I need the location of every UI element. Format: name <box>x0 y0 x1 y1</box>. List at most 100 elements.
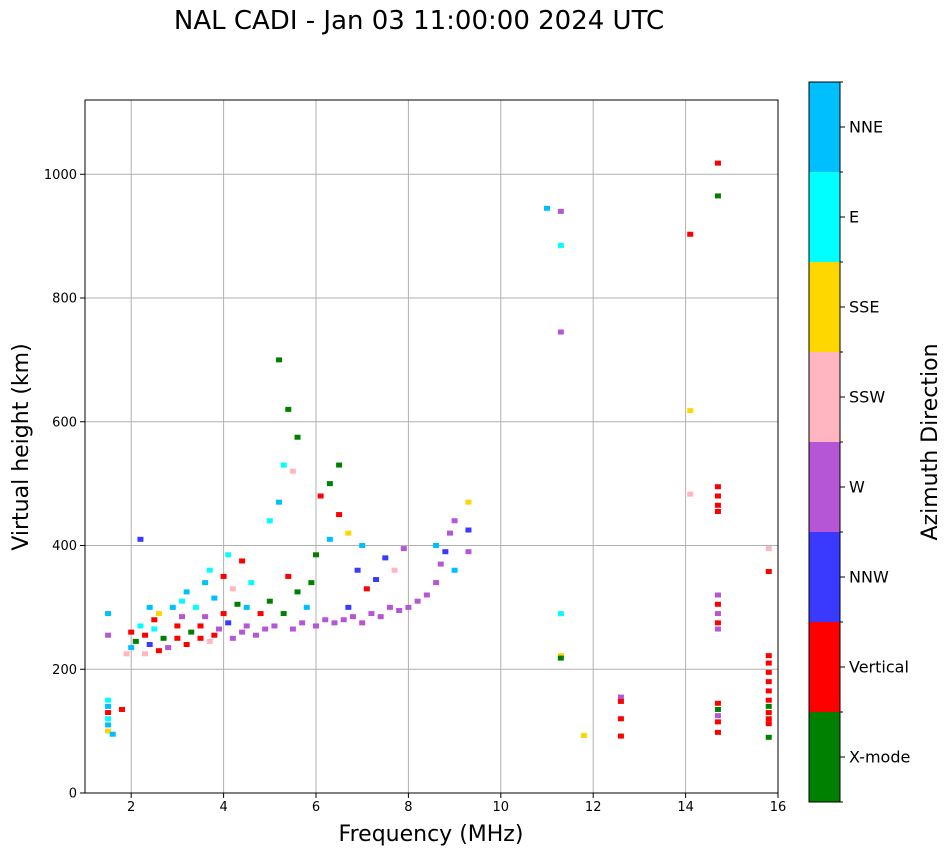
data-point <box>765 546 772 552</box>
y-tick-label: 200 <box>52 663 77 678</box>
data-point <box>280 462 287 468</box>
data-point <box>229 635 236 641</box>
grid-lines <box>85 100 779 794</box>
data-point <box>220 611 227 617</box>
data-point <box>557 242 564 248</box>
data-point <box>433 543 440 548</box>
colorbar-swatch-e <box>809 172 840 262</box>
data-point <box>359 543 366 548</box>
plot-frame <box>84 99 779 794</box>
data-point <box>386 604 393 610</box>
data-point <box>765 721 772 727</box>
data-point <box>331 620 338 626</box>
data-point <box>557 208 564 214</box>
data-point <box>243 604 250 610</box>
data-point <box>714 700 721 706</box>
data-point <box>373 577 380 583</box>
data-point <box>155 611 162 617</box>
x-tick-label: 12 <box>585 800 602 815</box>
data-point <box>289 626 296 632</box>
data-point <box>437 561 444 567</box>
data-point <box>557 329 564 335</box>
data-point <box>105 728 112 734</box>
data-point <box>451 518 458 524</box>
data-point <box>285 573 292 579</box>
data-point <box>105 611 112 617</box>
data-point <box>765 568 772 574</box>
colorbar-tick-label: NNE <box>849 118 883 137</box>
data-point <box>382 555 389 561</box>
colorbar-tick-label: W <box>849 478 865 497</box>
data-point <box>557 611 564 617</box>
data-point <box>248 580 255 586</box>
data-point <box>765 734 772 740</box>
colorbar-swatch-ssw <box>809 352 840 442</box>
data-point <box>276 357 283 363</box>
colorbar-label: Azimuth Direction <box>918 343 943 540</box>
data-point <box>765 653 772 659</box>
data-point <box>266 518 273 524</box>
x-tick-label: 2 <box>127 800 135 815</box>
data-point <box>128 645 135 651</box>
data-point <box>151 617 158 623</box>
data-point <box>179 598 186 604</box>
data-point <box>220 573 227 579</box>
data-point <box>714 502 721 508</box>
colorbar: X-mode Vertical NNW W SSW SSE E NNE <box>808 81 910 803</box>
data-point <box>271 623 278 629</box>
data-point <box>322 617 329 623</box>
x-tick-label: 16 <box>770 800 787 815</box>
data-point <box>289 468 296 474</box>
data-point <box>465 499 472 505</box>
data-point <box>105 632 112 638</box>
colorbar-tick-label: Vertical <box>849 658 909 677</box>
data-point <box>317 493 324 499</box>
colorbar-swatch-x-mode <box>809 712 840 802</box>
data-point <box>465 527 472 533</box>
colorbar-tick-label: X-mode <box>849 748 910 767</box>
data-point <box>313 552 319 558</box>
data-point <box>155 648 162 654</box>
data-point <box>349 614 356 620</box>
data-point <box>174 635 181 641</box>
x-tick-label: 6 <box>312 800 320 815</box>
data-point <box>142 632 149 638</box>
chart-title: NAL CADI - Jan 03 11:00:00 2024 UTC <box>173 6 665 36</box>
data-point <box>617 716 624 722</box>
data-point <box>617 733 624 739</box>
data-point <box>215 626 222 632</box>
data-point <box>377 614 384 620</box>
data-point <box>544 205 550 211</box>
data-point <box>109 731 116 737</box>
colorbar-tick-label: E <box>849 208 859 227</box>
data-point <box>192 604 199 610</box>
data-point <box>617 698 624 704</box>
data-point <box>313 623 319 629</box>
data-point <box>714 611 721 617</box>
data-point <box>225 620 232 626</box>
x-axis-label: Frequency (MHz) <box>339 822 524 847</box>
colorbar-swatch-nnw <box>809 532 840 622</box>
data-point <box>765 703 772 709</box>
data-point <box>252 632 259 638</box>
data-point <box>179 614 186 620</box>
data-point <box>326 536 333 542</box>
data-point <box>206 567 213 573</box>
colorbar-swatch-nne <box>809 82 840 172</box>
data-point <box>765 660 772 666</box>
data-point <box>128 629 135 635</box>
data-point <box>580 732 587 738</box>
data-point <box>687 231 694 237</box>
colorbar-frame <box>808 81 841 803</box>
data-point <box>229 586 236 592</box>
data-point <box>336 462 343 468</box>
data-point <box>714 626 721 632</box>
data-point <box>299 620 306 626</box>
data-point <box>391 567 398 573</box>
data-point <box>714 713 721 719</box>
data-point <box>239 558 246 564</box>
y-axis-ticks: 0 200 400 600 800 1000 <box>44 168 85 802</box>
data-point <box>714 729 721 735</box>
data-point <box>423 592 430 598</box>
data-point <box>183 642 190 647</box>
